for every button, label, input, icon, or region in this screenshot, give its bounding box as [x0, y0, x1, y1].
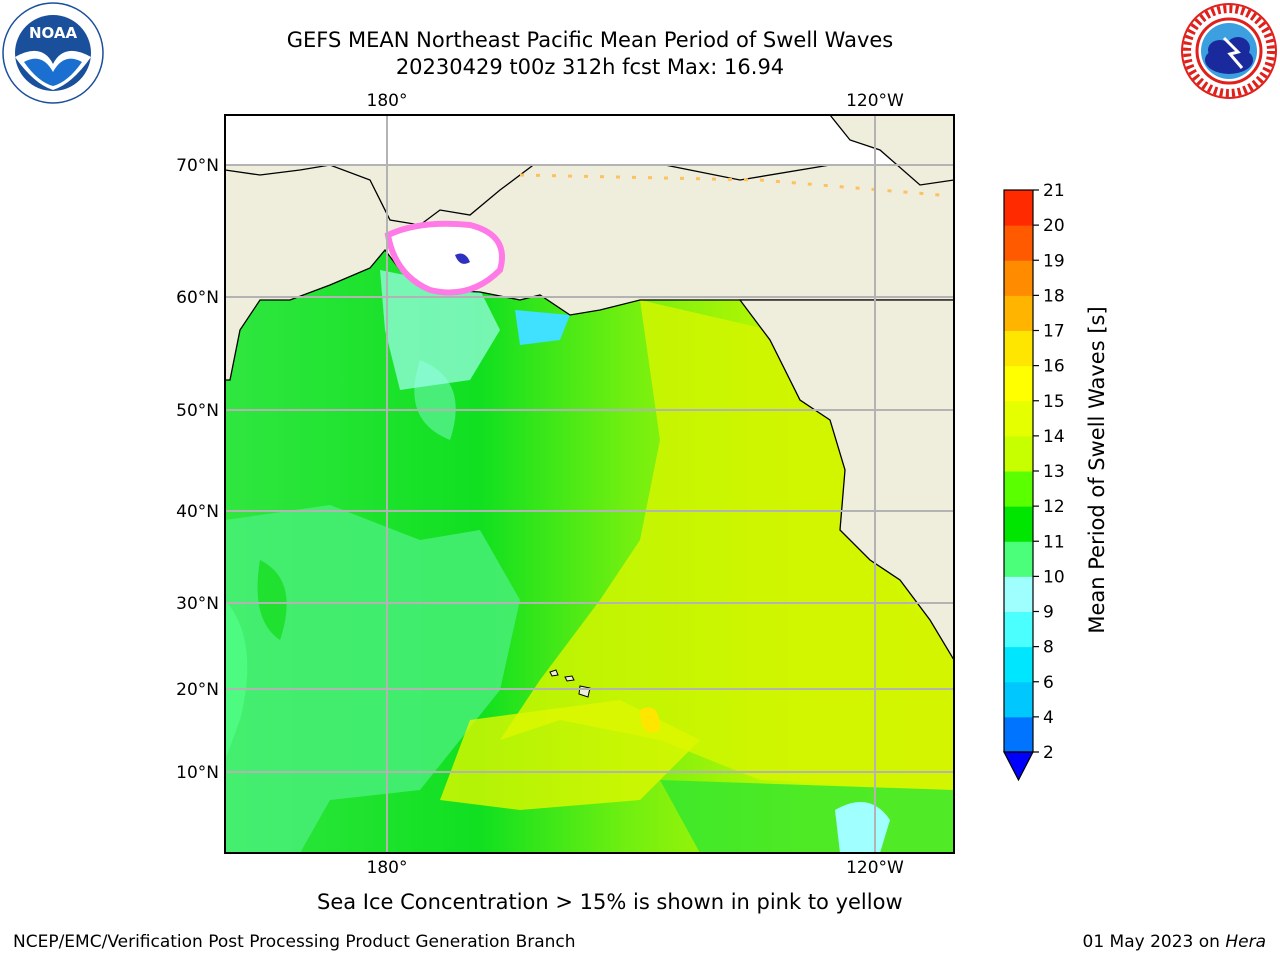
colorbar-tick-label: 8 [1043, 638, 1054, 658]
x-tick-bottom-180: 180° [367, 858, 408, 878]
colorbar-tick-label: 18 [1043, 286, 1065, 306]
colorbar-tick-label: 2 [1043, 743, 1054, 763]
colorbar: 2 4 6 8 9 10 11 12 13 14 15 16 17 18 19 20 21 [1003, 181, 1065, 782]
region-max-patch [640, 707, 660, 733]
noaa-logo-text: NOAA [29, 24, 78, 42]
colorbar-segment [1004, 716, 1033, 753]
y-tick-30n: 30°N [176, 594, 219, 614]
colorbar-segment [1004, 435, 1033, 472]
land-canadian-arctic [829, 115, 954, 186]
y-tick-20n: 20°N [176, 680, 219, 700]
map-frame [224, 114, 955, 854]
land-hawaii [549, 669, 591, 698]
region-eastern-pacific [500, 300, 954, 790]
colorbar-tick-label: 6 [1043, 673, 1054, 693]
region-cyan-patch [835, 802, 890, 853]
colorbar-extend-triangle [1003, 751, 1034, 782]
colorbar-tick-label: 13 [1043, 462, 1065, 482]
x-tick-top-120w: 120°W [846, 91, 904, 111]
region-patch-1 [257, 560, 287, 640]
chart-subtitle: 20230429 t00z 312h fcst Max: 16.94 [395, 55, 785, 79]
grid-lines [225, 115, 954, 853]
footer-credit: NCEP/EMC/Verification Post Processing Pr… [13, 932, 576, 952]
sea-ice-note: Sea Ice Concentration > 15% is shown in … [317, 890, 903, 914]
x-tick-top-180: 180° [367, 91, 408, 111]
colorbar-tick-label: 9 [1043, 603, 1054, 623]
colorbar-segment [1004, 225, 1033, 261]
map-area [225, 115, 954, 853]
colorbar-tick-label: 16 [1043, 357, 1065, 377]
colorbar-segment [1004, 260, 1033, 296]
colorbar-segment [1004, 190, 1033, 226]
colorbar-segment [1004, 400, 1033, 437]
colorbar-segment [1004, 541, 1033, 577]
x-tick-bottom-120w: 120°W [846, 858, 904, 878]
colorbar-tick-label: 21 [1043, 181, 1065, 201]
nws-logo-icon [1181, 3, 1277, 99]
colorbar-segment [1004, 365, 1033, 402]
region-equatorial [660, 780, 954, 853]
colorbar-segment [1004, 576, 1033, 612]
sea-ice [384, 220, 505, 296]
region-bristol-bay [515, 310, 570, 345]
colorbar-segment [1004, 646, 1033, 683]
region-west-edge [225, 600, 248, 760]
footer-date: 01 May 2023 on Hera [1083, 932, 1267, 952]
colorbar-segment [1004, 471, 1033, 507]
y-tick-10n: 10°N [176, 763, 219, 783]
colorbar-tick-label: 15 [1043, 392, 1065, 412]
colorbar-label: Mean Period of Swell Waves [s] [1085, 306, 1109, 634]
colorbar-segment [1004, 681, 1033, 718]
colorbar-segment [1004, 295, 1033, 331]
colorbar-tick-label: 12 [1043, 497, 1065, 517]
region-south-hawaii [440, 700, 700, 810]
footer-date-text: 01 May 2023 on [1082, 932, 1226, 952]
region-western-pacific [225, 505, 520, 853]
colorbar-tick-label: 14 [1043, 427, 1065, 447]
colorbar-tick-label: 20 [1043, 216, 1065, 236]
y-tick-50n: 50°N [176, 401, 219, 421]
y-tick-60n: 60°N [176, 288, 219, 308]
sea-ice-core [455, 253, 470, 264]
land-north-america [738, 299, 954, 662]
y-tick-40n: 40°N [176, 502, 219, 522]
y-tick-70n: 70°N [176, 156, 219, 176]
colorbar-tick-label: 11 [1043, 532, 1065, 552]
colorbar-segment [1004, 611, 1033, 648]
coastal-ice-speckles [519, 173, 941, 197]
chart-title: GEFS MEAN Northeast Pacific Mean Period … [286, 28, 894, 52]
colorbar-tick-label: 10 [1043, 567, 1065, 587]
colorbar-tick-label: 4 [1043, 708, 1054, 728]
colorbar-segment [1004, 330, 1033, 367]
noaa-logo-icon: NOAA [2, 2, 104, 104]
region-bering [380, 270, 500, 390]
colorbar-tick-label: 17 [1043, 322, 1065, 342]
colorbar-tick-label: 19 [1043, 251, 1065, 271]
arctic-ocean [225, 115, 954, 165]
footer-host: Hera [1225, 932, 1266, 952]
colorbar-segment [1004, 506, 1033, 542]
